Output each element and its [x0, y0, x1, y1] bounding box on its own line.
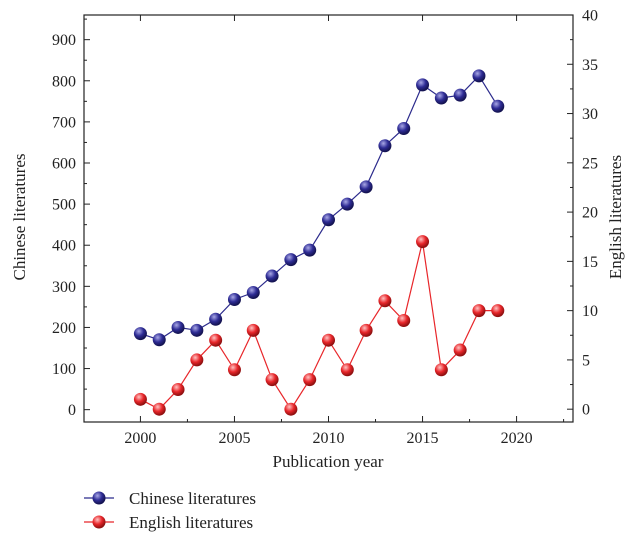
english-literatures-legend-marker	[92, 515, 106, 529]
chinese-literatures-point	[322, 213, 335, 227]
y-left-tick-label: 100	[52, 361, 76, 378]
y-right-tick-label: 20	[582, 205, 598, 222]
chinese-literatures-point	[434, 91, 448, 105]
english-literatures-point	[209, 333, 223, 347]
y-right-tick-label: 15	[582, 254, 598, 271]
y-left-tick-label: 500	[52, 197, 76, 214]
english-literatures-point	[340, 363, 354, 377]
y-right-tick-label: 30	[582, 106, 598, 123]
chinese-literatures-legend-label: Chinese literatures	[129, 489, 256, 508]
english-literatures-point	[416, 235, 430, 249]
chinese-literatures-point	[472, 69, 486, 83]
y-left-tick-label: 900	[52, 32, 76, 49]
english-literatures-point	[246, 323, 260, 337]
y-left-tick-label: 200	[52, 320, 76, 337]
chinese-literatures-point	[171, 320, 185, 334]
english-literatures-point	[434, 363, 448, 377]
chinese-literatures-point	[190, 323, 204, 337]
y-right-tick-label: 10	[582, 303, 598, 320]
y-axis-right-title: English literatures	[606, 155, 625, 279]
chinese-literatures-point	[397, 121, 411, 135]
english-literatures-point	[284, 402, 298, 416]
y-right-tick-label: 5	[582, 352, 590, 369]
english-literatures-point	[227, 363, 241, 377]
chinese-literatures-legend-marker	[92, 491, 106, 505]
english-literatures-point	[359, 323, 373, 337]
y-left-tick-label: 600	[52, 156, 76, 173]
chinese-literatures-point	[133, 327, 147, 341]
x-tick-label: 2015	[407, 430, 439, 447]
english-literatures-point	[152, 402, 166, 416]
chinese-literatures-point	[340, 197, 354, 211]
x-tick-label: 2005	[218, 430, 250, 447]
english-literatures-point	[265, 373, 279, 387]
english-literatures-legend-label: English literatures	[129, 513, 253, 532]
y-axis-left-title: Chinese literatures	[10, 154, 29, 281]
english-literatures-point	[472, 304, 486, 318]
chinese-literatures-point	[416, 78, 430, 92]
x-tick-label: 2000	[124, 430, 156, 447]
y-left-tick-label: 400	[52, 238, 76, 255]
english-literatures-point	[190, 353, 204, 367]
chinese-literatures-point	[265, 269, 279, 283]
chinese-literatures-point	[453, 88, 467, 102]
ticks-layer: 2000 2005 2010 2015 202001002003004005006007…	[52, 8, 598, 448]
english-literatures-point	[378, 294, 392, 308]
english-literatures-point	[171, 382, 185, 396]
x-tick-label: 2020	[501, 430, 533, 447]
y-left-tick-label: 800	[52, 73, 76, 90]
chinese-literatures-point	[284, 253, 298, 267]
chinese-literatures-point	[209, 312, 223, 326]
y-left-tick-label: 0	[68, 402, 76, 419]
chinese-literatures-point	[359, 180, 373, 194]
english-literatures-point	[303, 373, 317, 387]
y-right-tick-label: 35	[582, 57, 598, 74]
x-tick-label: 2010	[313, 430, 345, 447]
chinese-literatures-point	[246, 286, 260, 299]
y-right-tick-label: 40	[582, 8, 598, 25]
chinese-literatures-point	[227, 292, 241, 306]
chinese-literatures-point	[378, 139, 392, 153]
english-literatures-point	[491, 304, 505, 318]
y-right-tick-label: 25	[582, 155, 598, 172]
y-left-tick-label: 300	[52, 279, 76, 296]
series-points-layer	[133, 69, 505, 416]
english-literatures-point	[453, 343, 467, 357]
chinese-literatures-point	[491, 99, 505, 113]
english-literatures-point	[322, 333, 335, 347]
y-left-tick-label: 700	[52, 114, 76, 131]
english-literatures-point	[397, 313, 411, 327]
x-axis-title: Publication year	[273, 452, 384, 471]
english-literatures-point	[133, 392, 147, 406]
chinese-literatures-line	[140, 74, 499, 341]
chinese-literatures-point	[303, 243, 317, 257]
chinese-literatures-point	[152, 333, 166, 347]
legend: Chinese literatures English literatures	[84, 489, 256, 532]
y-right-tick-label: 0	[582, 402, 590, 419]
